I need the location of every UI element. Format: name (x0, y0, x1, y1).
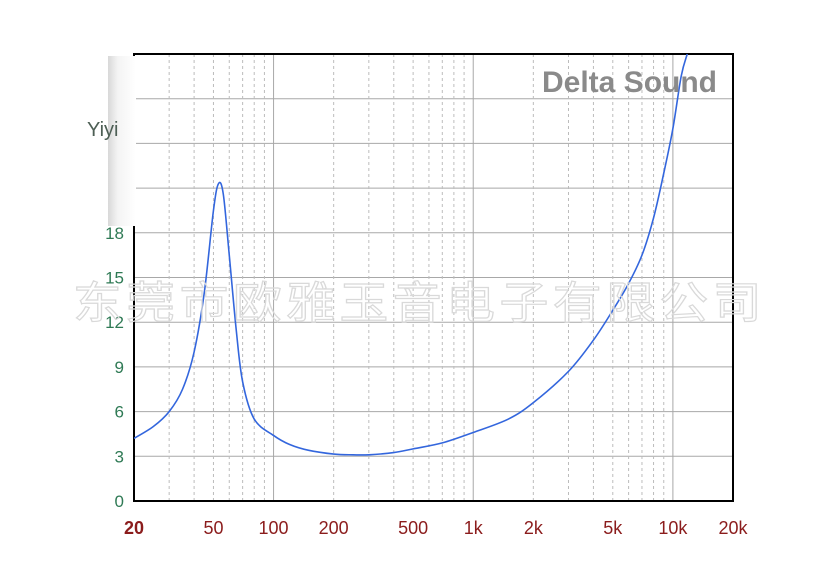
y-tick-label: 15 (105, 269, 124, 288)
series-line (134, 54, 689, 456)
x-tick-label: 5k (603, 518, 623, 538)
y-tick-label: 0 (115, 492, 124, 511)
x-tick-label: 20 (124, 518, 144, 538)
y-tick-label: 12 (105, 313, 124, 332)
watermark-text: 东莞市欧雅玉音电子有限公司 (73, 278, 766, 329)
x-tick-label: 20k (718, 518, 748, 538)
x-tick-label: 200 (319, 518, 349, 538)
x-axis-ticks: 20 50 100 200 500 1k 2k 5k 10k 20k (124, 518, 749, 538)
yiyi-badge: Yiyi (87, 56, 136, 226)
grid-lines (134, 54, 733, 501)
x-tick-label: 50 (203, 518, 223, 538)
yiyi-label: Yiyi (87, 119, 118, 141)
y-axis-ticks: 0 3 6 9 12 15 18 (105, 224, 124, 511)
x-tick-label: 10k (658, 518, 688, 538)
y-tick-label: 6 (115, 403, 124, 422)
plot-border (133, 53, 734, 502)
y-tick-label: 9 (115, 358, 124, 377)
x-tick-label: 100 (259, 518, 289, 538)
x-tick-label: 1k (464, 518, 484, 538)
series-group (134, 54, 689, 456)
y-tick-label: 3 (115, 447, 124, 466)
x-tick-label: 2k (524, 518, 544, 538)
brand-title: Delta Sound (542, 66, 717, 99)
y-tick-label: 18 (105, 224, 124, 243)
x-tick-label: 500 (398, 518, 428, 538)
